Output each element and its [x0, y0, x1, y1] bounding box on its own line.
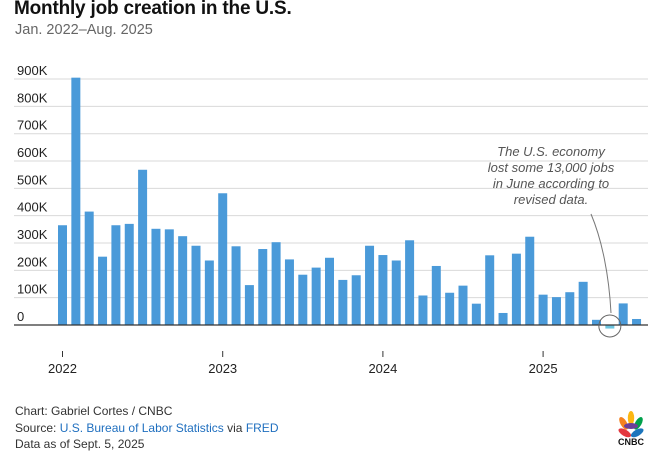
y-tick-label: 900K [17, 63, 48, 78]
bar [284, 259, 294, 325]
source-link-fred[interactable]: FRED [245, 421, 279, 435]
bar [98, 256, 108, 325]
chart-title: Monthly job creation in the U.S. [14, 0, 292, 19]
annotation-text: lost some 13,000 jobs [488, 160, 615, 175]
y-tick-label: 700K [17, 118, 48, 133]
bar [458, 285, 468, 325]
bar [632, 318, 642, 325]
x-tick-label: 2022 [48, 361, 77, 376]
bar [405, 240, 415, 325]
bar [605, 325, 615, 329]
x-tick-label: 2025 [529, 361, 558, 376]
y-tick-label: 500K [17, 172, 48, 187]
y-tick-label: 600K [17, 145, 48, 160]
source-line: Source: U.S. Bureau of Labor Statistics … [15, 421, 278, 435]
bar [71, 77, 81, 325]
x-tick-label: 2024 [368, 361, 397, 376]
bar [164, 229, 174, 325]
bar [351, 275, 361, 325]
bar [191, 245, 201, 325]
bar [178, 236, 188, 325]
annotation-circle [598, 314, 622, 338]
bar [418, 295, 428, 325]
bar [445, 292, 455, 325]
bar [258, 249, 268, 325]
annotation-text: in June according to [493, 176, 609, 191]
chart-credit: Chart: Gabriel Cortes / CNBC [15, 404, 173, 418]
annotation-text: The U.S. economy [497, 144, 606, 159]
bar [525, 236, 535, 325]
bar [298, 274, 308, 325]
bar [231, 246, 241, 325]
source-link-bls[interactable]: U.S. Bureau of Labor Statistics [59, 421, 224, 435]
y-tick-label: 100K [17, 282, 48, 297]
source-prefix: Source: [15, 421, 60, 435]
bar [551, 297, 561, 325]
bar [578, 281, 588, 325]
bar [538, 294, 548, 325]
y-tick-label: 300K [17, 227, 48, 242]
x-tick-label: 2023 [208, 361, 237, 376]
bar [338, 279, 348, 325]
bar [311, 267, 321, 325]
bar [471, 303, 481, 325]
bar [124, 223, 134, 325]
bar [592, 319, 601, 325]
bar [84, 211, 94, 325]
bar [218, 193, 228, 325]
annotation-line [590, 213, 612, 314]
data-as-of: Data as of Sept. 5, 2025 [15, 437, 145, 451]
bar [498, 312, 508, 325]
bar [391, 260, 401, 325]
logo-text: CNBC [618, 437, 644, 447]
bar [565, 292, 575, 325]
bar [111, 225, 121, 325]
y-tick-label: 400K [17, 200, 48, 215]
source-via: via [223, 421, 246, 435]
bar [325, 257, 334, 325]
y-tick-label: 800K [17, 90, 48, 105]
bar [138, 169, 148, 325]
bar-chart: 0 100K 200K 300K 400K 500K 600K 700K 800K 900K 202… [14, 63, 648, 376]
bar [431, 265, 441, 325]
bar [618, 303, 628, 325]
bar [58, 225, 67, 325]
bar [365, 245, 375, 325]
bar [204, 260, 214, 325]
peacock-logo-icon: CNBC [614, 408, 648, 448]
bar [485, 255, 495, 325]
bar [511, 253, 521, 325]
chart-subtitle: Jan. 2022–Aug. 2025 [15, 22, 153, 38]
bar [378, 255, 388, 325]
y-tick-label: 0 [17, 309, 24, 324]
y-tick-label: 200K [17, 254, 48, 269]
bar [244, 285, 254, 325]
bar [271, 242, 281, 325]
bar [151, 228, 161, 325]
annotation-text: revised data. [514, 192, 588, 207]
